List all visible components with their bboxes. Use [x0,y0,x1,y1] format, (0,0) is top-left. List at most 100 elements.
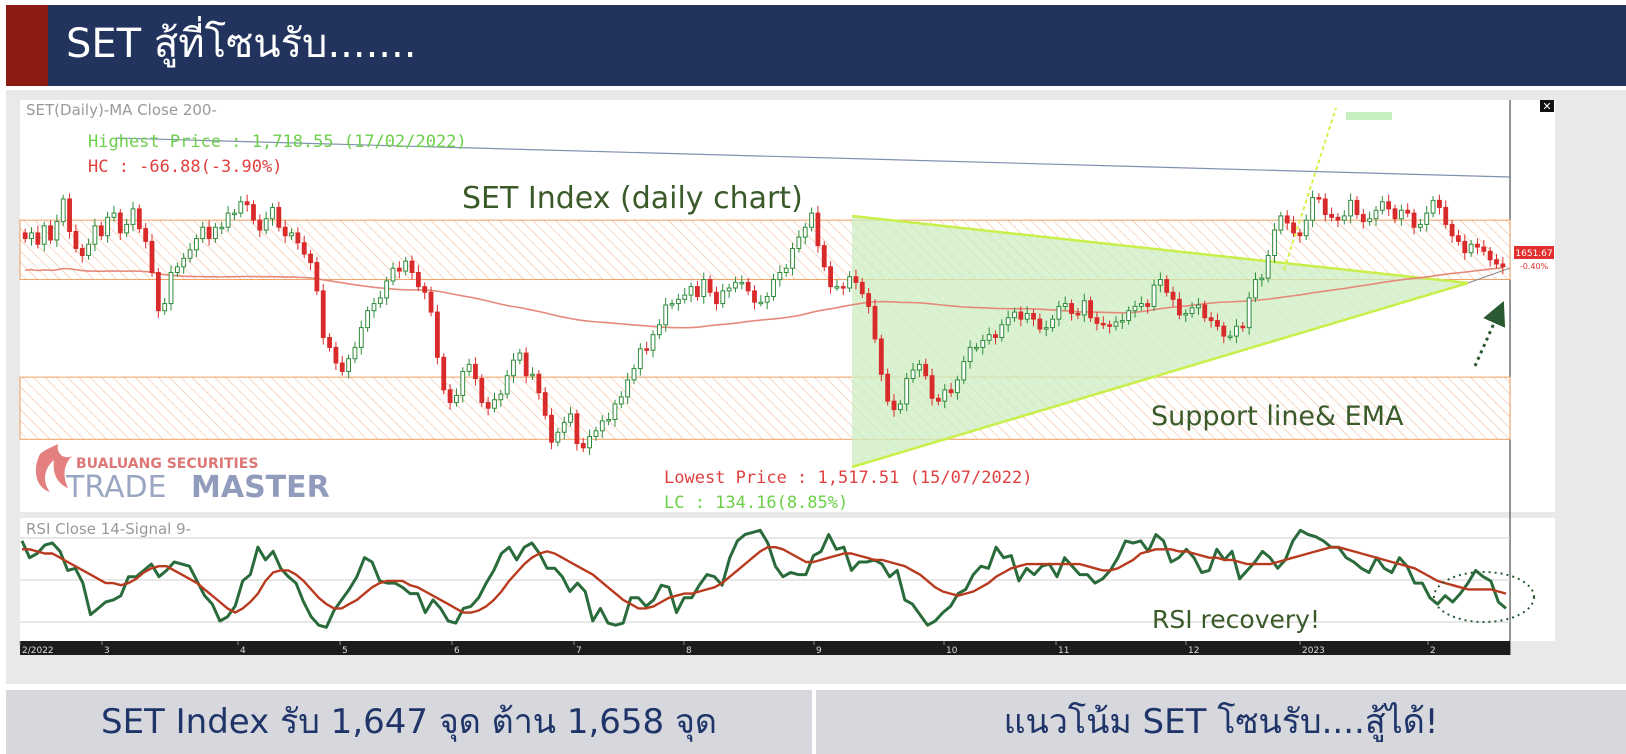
candle [346,358,352,372]
candle [1481,246,1487,252]
candle [48,225,53,241]
candle [1126,310,1132,322]
candle [809,212,814,228]
rsi-layer [20,528,1507,629]
candle [1176,298,1182,316]
candle [352,346,358,360]
candle [1417,223,1423,228]
last-price-label: 1651.67 [1515,249,1552,259]
candle [60,198,66,223]
candle [473,363,478,380]
candle [1411,212,1417,228]
candle [1322,198,1328,216]
candle [1094,317,1100,324]
candle [1037,318,1043,330]
candle [942,389,948,402]
rsi-highlight-ellipse [1433,571,1535,623]
candle [1303,219,1309,237]
time-axis-bar [20,641,1510,655]
candle [1221,325,1227,337]
candle [111,212,117,218]
up-arrow [1473,301,1506,367]
candle [599,420,605,432]
candle [802,226,808,238]
candle [333,346,339,364]
candle [967,346,973,363]
candle [1157,279,1163,286]
candle [504,375,510,395]
candle [1297,232,1303,237]
candle [910,369,916,380]
close-button[interactable] [1540,100,1554,112]
candle [314,262,320,292]
candle [1360,214,1366,223]
candle [885,373,891,402]
candle [1018,311,1024,320]
rsi-signal-line [22,546,1507,614]
candle [821,245,827,268]
candle [720,290,726,305]
candle [650,334,656,351]
candle [1151,284,1157,307]
candle [308,253,313,264]
candle [847,276,853,289]
candle [244,201,250,206]
candle [466,363,472,372]
candle [1107,324,1113,327]
footer-trend: แนวโน้ม SET โซนรับ....สู้ได้! [816,690,1626,754]
candle [193,238,199,251]
candle [955,379,960,394]
ma-200-layer [25,266,1503,329]
candle [263,218,269,231]
close-icon: ✕ [1542,100,1551,113]
candle [656,324,662,336]
candle [536,373,542,394]
candle [530,373,535,377]
candle [377,297,383,305]
candle [143,228,149,242]
candle [200,226,206,240]
candle [517,352,523,361]
x-tick-label: 8 [686,646,692,656]
candle [1183,312,1189,316]
candle [758,301,764,305]
candle [675,298,681,305]
candle [219,226,225,230]
candle [625,379,631,398]
candle [1145,303,1151,307]
candle [1272,229,1277,257]
candle [1367,218,1373,223]
candle [67,198,72,232]
candle [1196,304,1201,309]
candle [384,280,390,299]
candle [631,368,637,381]
candle [79,247,85,257]
candle [371,303,377,312]
candle [1316,197,1322,200]
candle [764,296,770,303]
candle [878,338,884,375]
candle [593,430,599,437]
candle [441,356,447,391]
candle [1310,197,1315,221]
candle [1354,199,1360,216]
chart-title: SET Index (daily chart) [462,181,803,216]
footer-support-resistance: SET Index รับ 1,647 จุด ต้าน 1,658 จุด [6,690,812,754]
candle [815,212,821,247]
price-axis-panel [1511,100,1555,512]
candle [1341,215,1347,221]
candle [644,348,650,351]
highest-price-label: Highest Price : 1,718.55 (17/02/2022) [88,132,467,152]
candle [225,212,231,228]
candle [1329,214,1335,218]
candle [1246,297,1252,329]
header-bar: SET สู้ที่โซนรับ....... [6,5,1626,86]
candle [168,271,174,305]
candle [1291,222,1296,234]
candle [790,247,795,269]
candle [492,399,497,409]
candle [409,260,415,273]
candle [124,223,130,234]
candle [568,413,573,423]
candle [574,413,580,445]
